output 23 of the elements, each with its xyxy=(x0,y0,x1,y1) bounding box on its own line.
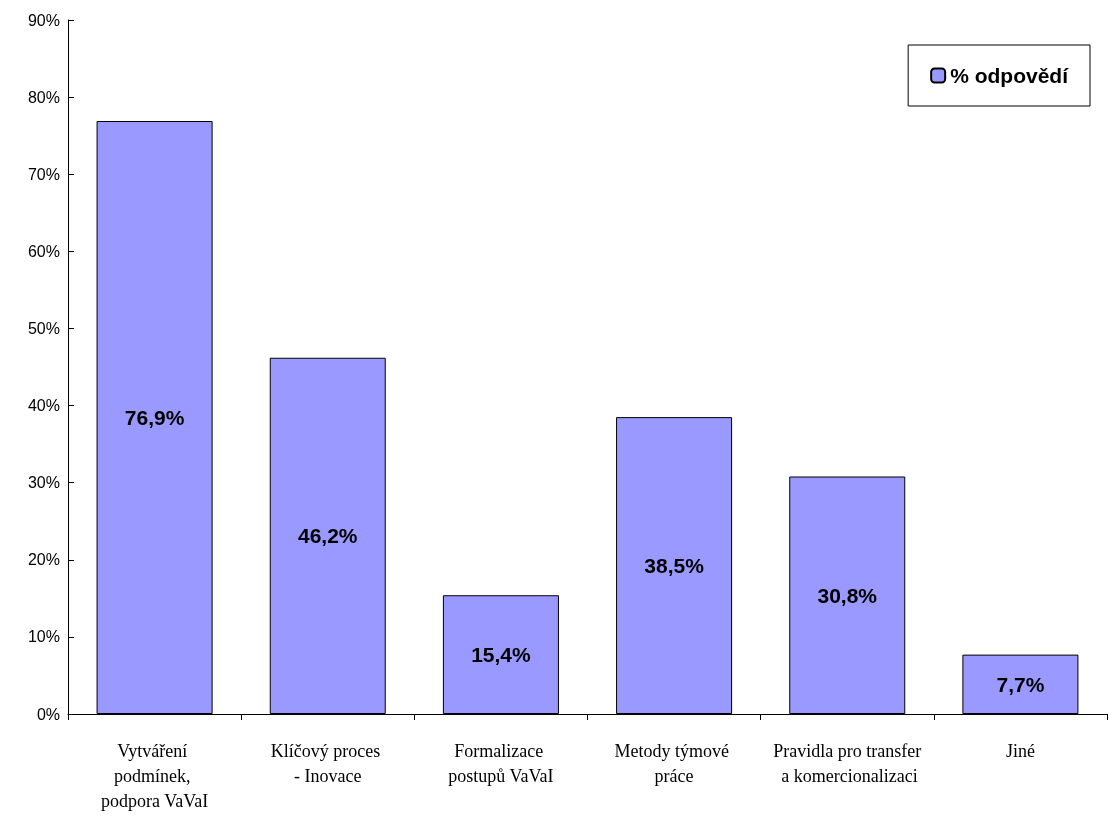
data-label: 46,2% xyxy=(297,524,358,548)
y-tick-label: 90% xyxy=(27,11,60,29)
data-label: 15,4% xyxy=(471,643,532,667)
data-label: 38,5% xyxy=(644,554,705,578)
x-tick-label: Formalizace postupů VaVaI xyxy=(448,740,554,786)
data-label: 76,9% xyxy=(124,406,185,430)
y-tick-label: 60% xyxy=(27,242,60,260)
x-tick-label: Vytváření podmínek, podpora VaVaI xyxy=(101,740,209,811)
data-label: 30,8% xyxy=(817,583,878,607)
x-tick-label: Pravidla pro transfer a komercionalizaci xyxy=(773,740,922,786)
x-tick-label: Klíčový proces - Inovace xyxy=(270,740,385,786)
y-tick-label: 30% xyxy=(27,474,60,492)
y-tick-label: 0% xyxy=(36,705,60,723)
x-tick-label: Jiné xyxy=(1005,740,1035,761)
y-tick-label: 10% xyxy=(27,628,60,646)
y-tick-label: 40% xyxy=(27,397,60,415)
y-tick-label: 80% xyxy=(27,88,60,106)
x-tick-label: Metody týmové práce xyxy=(614,740,734,786)
y-tick-label: 50% xyxy=(27,319,60,337)
data-label: 7,7% xyxy=(996,672,1045,696)
y-tick-label: 70% xyxy=(27,165,60,183)
legend-label: % odpovědí xyxy=(950,64,1070,87)
y-tick-label: 20% xyxy=(27,551,60,569)
